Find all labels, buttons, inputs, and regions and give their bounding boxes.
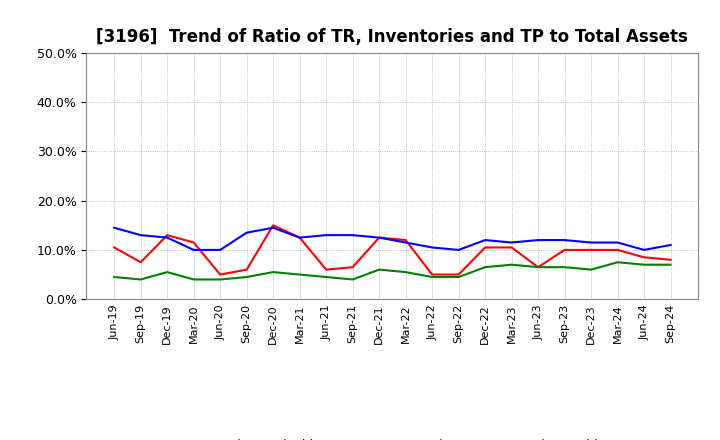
Trade Payables [481,264,490,270]
Inventories [481,238,490,243]
Legend: Trade Receivables, Inventories, Trade Payables: Trade Receivables, Inventories, Trade Pa… [168,433,617,440]
Trade Receivables [401,238,410,243]
Trade Payables [322,275,330,280]
Inventories [560,238,569,243]
Inventories [534,238,542,243]
Trade Receivables [189,240,198,245]
Inventories [243,230,251,235]
Inventories [136,232,145,238]
Inventories [295,235,304,240]
Trade Receivables [295,235,304,240]
Trade Payables [640,262,649,268]
Trade Payables [216,277,225,282]
Trade Receivables [269,223,277,228]
Trade Payables [401,269,410,275]
Trade Receivables [428,272,436,277]
Trade Payables [243,275,251,280]
Trade Payables [454,275,463,280]
Trade Payables [375,267,384,272]
Trade Payables [163,269,171,275]
Trade Receivables [560,247,569,253]
Trade Receivables [613,247,622,253]
Trade Payables [587,267,595,272]
Trade Receivables [163,232,171,238]
Inventories [216,247,225,253]
Inventories [640,247,649,253]
Trade Payables [110,275,119,280]
Line: Trade Payables: Trade Payables [114,262,670,279]
Trade Receivables [216,272,225,277]
Inventories [666,242,675,248]
Trade Payables [613,260,622,265]
Inventories [454,247,463,253]
Trade Payables [189,277,198,282]
Line: Inventories: Inventories [114,228,670,250]
Inventories [401,240,410,245]
Trade Payables [348,277,357,282]
Line: Trade Receivables: Trade Receivables [114,225,670,275]
Title: [3196]  Trend of Ratio of TR, Inventories and TP to Total Assets: [3196] Trend of Ratio of TR, Inventories… [96,28,688,46]
Trade Payables [428,275,436,280]
Trade Receivables [136,260,145,265]
Trade Receivables [454,272,463,277]
Inventories [508,240,516,245]
Trade Payables [136,277,145,282]
Trade Receivables [322,267,330,272]
Inventories [428,245,436,250]
Trade Receivables [481,245,490,250]
Trade Payables [295,272,304,277]
Trade Payables [560,264,569,270]
Inventories [189,247,198,253]
Inventories [587,240,595,245]
Trade Receivables [666,257,675,262]
Trade Payables [534,264,542,270]
Trade Receivables [587,247,595,253]
Trade Payables [666,262,675,268]
Trade Payables [269,269,277,275]
Inventories [163,235,171,240]
Trade Receivables [110,245,119,250]
Trade Receivables [348,264,357,270]
Trade Receivables [243,267,251,272]
Inventories [348,232,357,238]
Trade Receivables [640,255,649,260]
Trade Receivables [375,235,384,240]
Trade Payables [508,262,516,268]
Trade Receivables [534,264,542,270]
Trade Receivables [508,245,516,250]
Inventories [613,240,622,245]
Inventories [110,225,119,231]
Inventories [269,225,277,231]
Inventories [322,232,330,238]
Inventories [375,235,384,240]
